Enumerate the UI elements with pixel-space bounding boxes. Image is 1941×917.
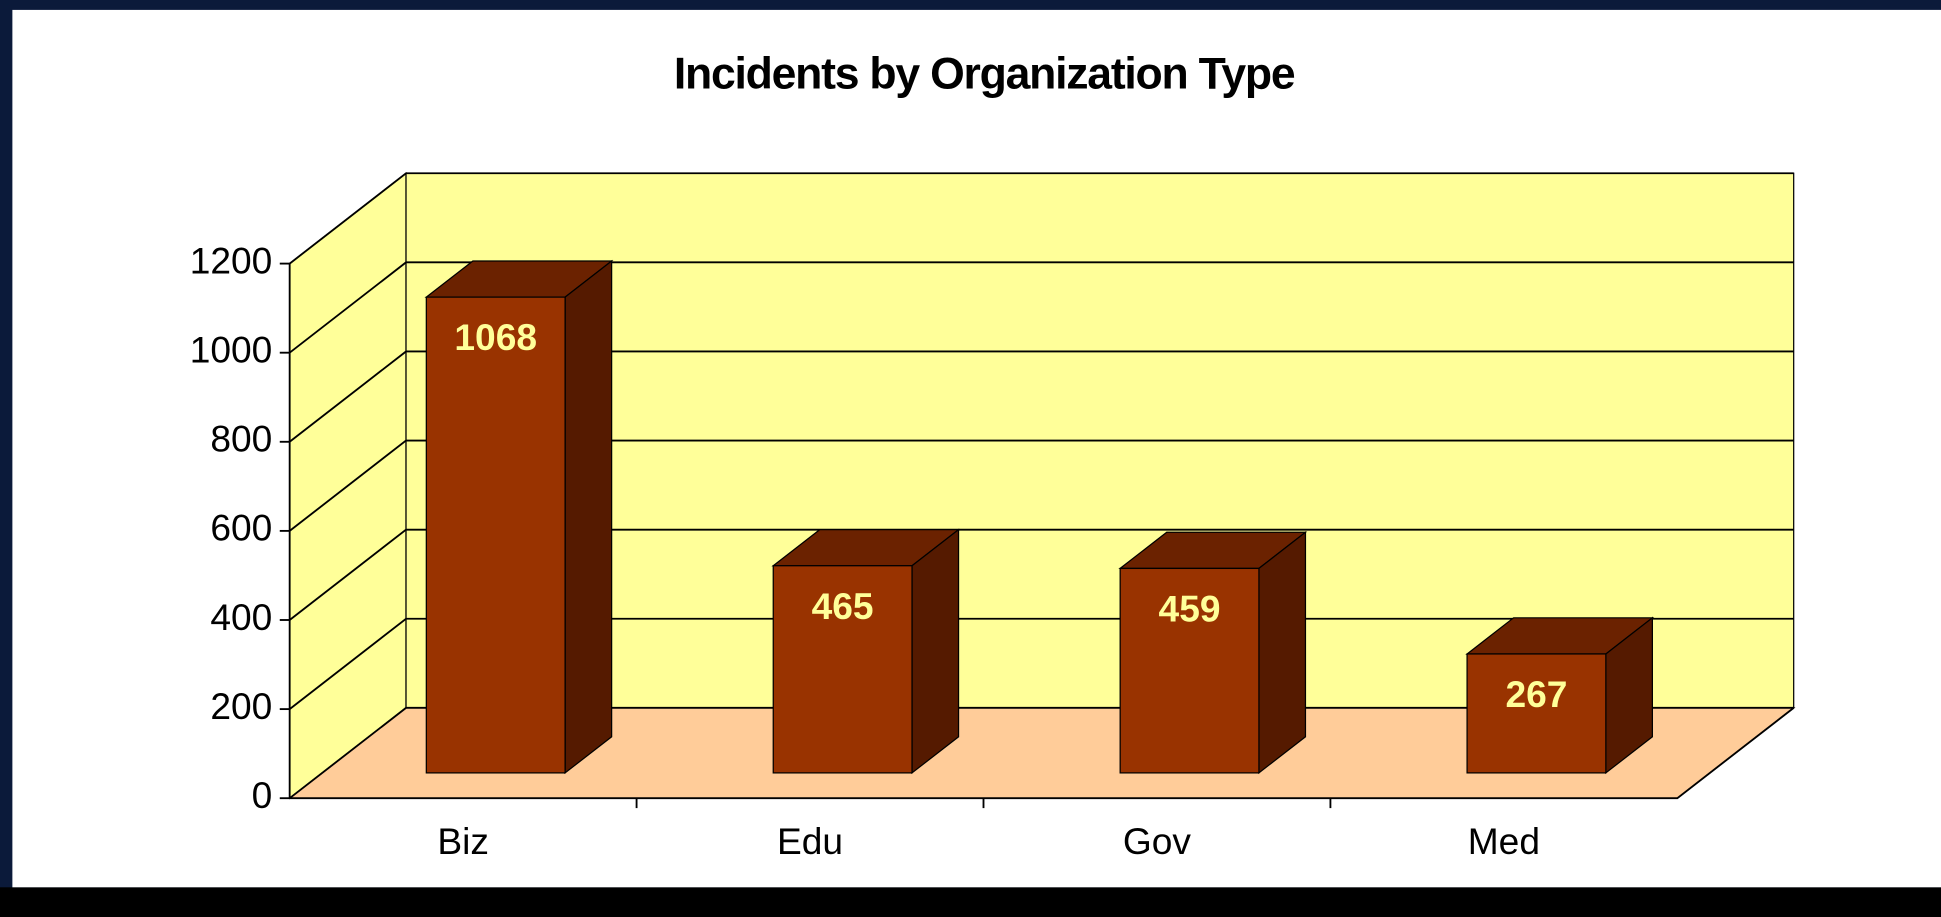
grid-line — [289, 439, 1794, 532]
y-tick-label: 1000 — [190, 329, 273, 371]
data-label: 465 — [812, 585, 874, 627]
y-tick-label: 600 — [210, 507, 272, 549]
x-tick-label: Biz — [437, 820, 489, 862]
y-tick-label: 400 — [210, 596, 272, 638]
bar-side — [1258, 531, 1307, 775]
y-tick-label: 200 — [210, 685, 272, 727]
bar — [1119, 567, 1260, 774]
x-tick-label: Med — [1468, 820, 1540, 862]
data-label: 267 — [1505, 673, 1567, 715]
grid-line — [289, 617, 1794, 710]
bottom-band — [0, 887, 1941, 917]
bar-side — [911, 528, 960, 775]
grid-line — [289, 261, 1794, 354]
y-tick-label: 0 — [252, 774, 273, 816]
x-tick-label: Edu — [777, 820, 843, 862]
bar — [425, 296, 566, 774]
grid-line — [289, 172, 1794, 265]
grid-line — [289, 350, 1794, 443]
bar-side — [564, 259, 613, 775]
grid-line — [289, 706, 1794, 799]
grid-line — [289, 528, 1794, 621]
bar — [1466, 653, 1607, 774]
x-axis — [289, 707, 1795, 800]
bar — [772, 565, 913, 774]
y-tick-label: 800 — [210, 418, 272, 460]
data-label: 459 — [1159, 588, 1221, 630]
chart-title: Incidents by Organization Type — [674, 49, 1295, 98]
x-tick-label: Gov — [1123, 820, 1192, 862]
data-label: 1068 — [454, 316, 537, 358]
y-tick-label: 1200 — [190, 239, 273, 281]
